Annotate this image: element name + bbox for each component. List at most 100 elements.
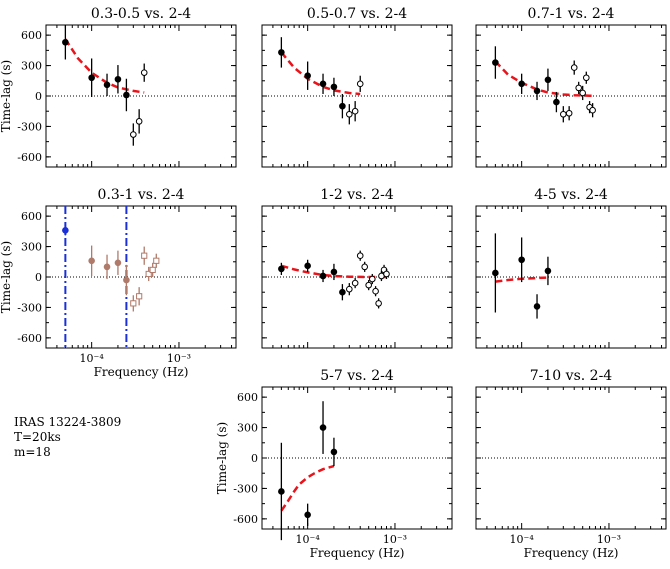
panel-1-point-open (140, 69, 148, 76)
source-name: IRAS 13224-3809 (14, 415, 122, 429)
panel-5-point-open (351, 279, 359, 287)
panel-6-point (492, 269, 499, 277)
panel-4-ylabel: Time-lag (s) (0, 241, 13, 313)
panel-3-point-open (560, 110, 567, 118)
panel-1-point (88, 74, 95, 82)
panel-7-point (319, 424, 327, 431)
panel-5-model-curve (281, 264, 387, 279)
panel-4-xtick-label: 10⁻⁴ (80, 352, 105, 365)
panel-7-ytick-label: -600 (233, 513, 258, 526)
panel-7-title: 5-7 vs. 2-4 (320, 368, 394, 384)
panel-1-point (123, 91, 130, 99)
panel-1-ytick-label: -600 (17, 151, 42, 164)
panel-5-point-open (383, 270, 390, 278)
panel-3-point-open (579, 89, 586, 97)
panel-4-point-open (141, 252, 148, 259)
panel-3-point (544, 76, 552, 84)
panel-8-xtick-label: 10⁻⁴ (510, 533, 535, 546)
panel-1-ytick-label: 300 (21, 60, 42, 73)
panel-7-xlabel: Frequency (Hz) (310, 546, 405, 560)
panel-3-point-open (589, 106, 596, 114)
panel-3-point (533, 87, 541, 95)
panel-5-point-open (361, 263, 368, 271)
panel-7-ytick-label: 300 (237, 422, 258, 435)
panel-1-ytick-label: -300 (17, 120, 42, 133)
panel-4-ytick-label: -300 (17, 301, 42, 314)
panel-4-ytick-label: 300 (21, 241, 42, 254)
panel-3-model-curve (494, 60, 596, 98)
panel-2-point (339, 102, 346, 110)
panel-5-point-open (356, 252, 364, 259)
panel-4-xtick-label: 10⁻³ (167, 352, 191, 365)
panel-4-point-open (145, 270, 152, 278)
bin-count: m=18 (14, 445, 51, 459)
panel-3-frame (475, 24, 667, 168)
panel-1-point-open (135, 118, 143, 125)
panel-4-point-open (130, 300, 137, 307)
panel-7-ytick-label: 600 (237, 391, 258, 404)
panel-2-point-open (351, 107, 359, 115)
panel-4-point-open (136, 293, 143, 300)
panel-5-point-open (368, 275, 376, 283)
panel-2-model-curve (280, 51, 361, 96)
panel-7-point (278, 488, 285, 495)
panel-3-point (553, 98, 560, 106)
panel-1-point (114, 75, 122, 83)
panel-4-ytick-label: -600 (17, 332, 42, 345)
panel-7-ylabel: Time-lag (s) (215, 422, 229, 494)
panel-5-point (278, 265, 285, 273)
panel-2-point (278, 49, 285, 56)
source-info: IRAS 13224-3809 T=20ks m=18 (14, 415, 121, 460)
panel-2-point-open (346, 110, 353, 118)
panel-2-frame (261, 24, 453, 168)
panel-3-point-open (582, 74, 590, 82)
panel-5-point (339, 288, 346, 296)
panel-6-point (533, 303, 541, 310)
segment-length: T=20ks (14, 430, 61, 444)
panel-3-title: 0.7-1 vs. 2-4 (528, 6, 615, 22)
panel-6-point (544, 267, 552, 275)
panel-2-point-open (356, 80, 364, 88)
panel-8-frame (475, 386, 667, 530)
panel-2-title: 0.5-0.7 vs. 2-4 (307, 6, 407, 22)
panel-7-point (330, 448, 338, 456)
panel-8-xlabel: Frequency (Hz) (524, 546, 619, 560)
panel-4-title: 0.3-1 vs. 2-4 (98, 187, 185, 203)
panel-7-xtick-label: 10⁻⁴ (296, 533, 321, 546)
panel-4-frame (45, 205, 237, 349)
panel-4-ytick-label: 600 (21, 210, 42, 223)
panel-5-point-open (375, 300, 382, 307)
panel-3-point-open (570, 64, 578, 71)
panel-2-point (319, 80, 327, 88)
panel-4-point (123, 276, 130, 284)
panel-3-point-open (575, 84, 582, 92)
panel-5-point-open (365, 281, 372, 289)
panel-8-title: 7-10 vs. 2-4 (530, 368, 613, 384)
panel-7-model-curve (280, 464, 335, 512)
panel-6-frame (475, 205, 667, 349)
panel-5-frame (261, 205, 453, 349)
panel-1-ytick-label: 600 (21, 29, 42, 42)
panel-2-point (330, 83, 338, 91)
panel-6-point (518, 256, 525, 264)
panel-7-point (304, 511, 311, 519)
panel-2-point (304, 72, 311, 80)
panel-3-point (518, 80, 525, 88)
panel-4-point (62, 227, 69, 234)
panel-1-ylabel: Time-lag (s) (0, 60, 13, 132)
panel-3-point (492, 59, 499, 66)
panel-5-point-open (372, 287, 379, 295)
panel-1-point (103, 81, 111, 89)
panel-5-point (319, 272, 327, 280)
panel-1-title: 0.3-0.5 vs. 2-4 (91, 6, 191, 22)
panel-7-ytick-label: -300 (233, 482, 258, 495)
panel-1-frame (45, 24, 237, 168)
panel-4-point (114, 259, 122, 267)
panel-4-ytick-label: 0 (35, 271, 42, 284)
panel-7-frame (261, 386, 453, 530)
panel-4-point-open (149, 266, 156, 273)
panel-6-title: 4-5 vs. 2-4 (534, 187, 608, 203)
panel-5-title: 1-2 vs. 2-4 (320, 187, 394, 203)
panel-4-point-open (153, 257, 160, 264)
